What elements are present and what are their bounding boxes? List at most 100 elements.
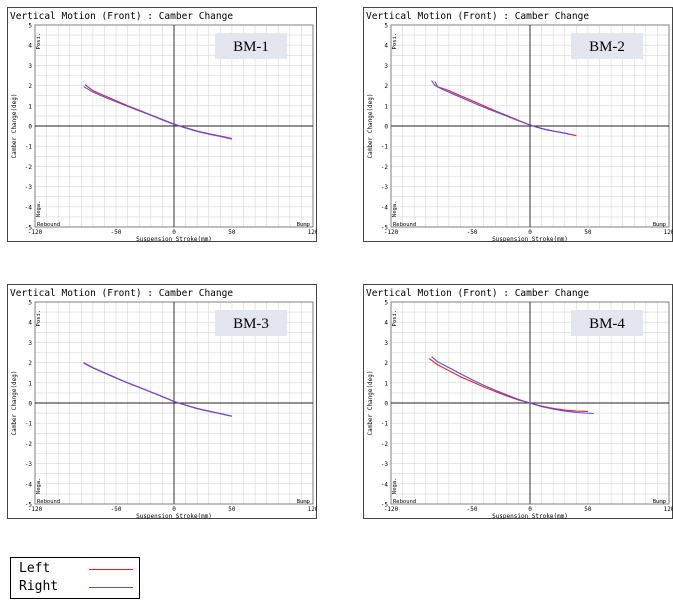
y-tick-label: -3 xyxy=(381,184,389,191)
x-tick-label: 120 xyxy=(664,229,673,236)
y-tick-label: -4 xyxy=(381,204,389,211)
chart-svg-3: Vertical Motion (Front) : Camber Change5… xyxy=(7,284,317,519)
annotation-bump: Bump xyxy=(297,222,310,228)
y-tick-label: 4 xyxy=(384,320,388,327)
badge-box xyxy=(571,310,643,336)
y-tick-label: -2 xyxy=(381,441,389,448)
y-tick-label: -5 xyxy=(381,502,389,509)
y-tick-label: 0 xyxy=(384,401,388,408)
annotation-rebound: Rebound xyxy=(37,222,60,228)
y-tick-label: 3 xyxy=(28,63,32,70)
y-tick-label: 5 xyxy=(384,23,388,30)
y-axis-label: Camber Change(deg) xyxy=(367,93,374,158)
chart-panel-3: Vertical Motion (Front) : Camber Change 5… xyxy=(7,284,317,519)
x-tick-label: 0 xyxy=(172,229,176,236)
chart-legend: Left Right xyxy=(10,557,140,599)
x-tick-label: 120 xyxy=(664,506,673,513)
x-tick-label: 0 xyxy=(172,506,176,513)
x-tick-label: 50 xyxy=(228,506,236,513)
annotation-bump: Bump xyxy=(297,499,310,505)
x-tick-label: -120 xyxy=(28,506,43,513)
y-tick-label: 2 xyxy=(384,360,388,367)
y-tick-label: -2 xyxy=(25,441,33,448)
y-tick-label: -3 xyxy=(25,184,33,191)
y-tick-label: -1 xyxy=(25,421,33,428)
y-axis-label: Camber Change(deg) xyxy=(11,93,18,158)
x-axis-label: Suspension Stroke(mm) xyxy=(136,513,212,519)
series-line-right xyxy=(431,356,594,415)
y-axis-label: Camber Change(deg) xyxy=(367,370,374,435)
y-tick-label: 3 xyxy=(384,340,388,347)
y-tick-label: -2 xyxy=(25,164,33,171)
y-tick-label: -4 xyxy=(381,481,389,488)
chart-title: Vertical Motion (Front) : Camber Change xyxy=(10,288,233,299)
annotation-bump: Bump xyxy=(653,499,666,505)
y-tick-label: 0 xyxy=(384,124,388,131)
x-axis-label: Suspension Stroke(mm) xyxy=(492,513,568,519)
annotation-bump: Bump xyxy=(653,222,666,228)
legend-label-left: Left xyxy=(19,561,51,576)
x-tick-label: 50 xyxy=(584,506,592,513)
series-line-right xyxy=(83,86,233,140)
annotation-posi: Posi. xyxy=(36,310,42,327)
chart-svg-2: Vertical Motion (Front) : Camber Change5… xyxy=(363,7,673,242)
x-tick-label: -50 xyxy=(467,506,478,513)
x-tick-label: -120 xyxy=(384,229,399,236)
badge-label: BM-2 xyxy=(589,39,625,55)
annotation-rebound: Rebound xyxy=(37,499,60,505)
y-tick-label: -4 xyxy=(25,481,33,488)
y-tick-label: 4 xyxy=(384,43,388,50)
annotation-posi: Posi. xyxy=(392,33,398,50)
chart-svg-1: Vertical Motion (Front) : Camber Change5… xyxy=(7,7,317,242)
y-tick-label: 5 xyxy=(384,300,388,307)
y-tick-label: 0 xyxy=(28,401,32,408)
chart-title: Vertical Motion (Front) : Camber Change xyxy=(366,11,589,22)
y-tick-label: 3 xyxy=(28,340,32,347)
badge-box xyxy=(215,310,287,336)
chart-panel-4: Vertical Motion (Front) : Camber Change 5… xyxy=(363,284,673,519)
y-tick-label: -1 xyxy=(381,144,389,151)
x-axis-label: Suspension Stroke(mm) xyxy=(492,236,568,242)
annotation-nega: Nega. xyxy=(392,478,398,495)
y-tick-label: -1 xyxy=(25,144,33,151)
badge-label: BM-4 xyxy=(589,316,625,332)
x-tick-label: -50 xyxy=(111,229,122,236)
y-tick-label: -5 xyxy=(25,502,33,509)
chart-panel-1: Vertical Motion (Front) : Camber Change 5… xyxy=(7,7,317,242)
y-tick-label: -2 xyxy=(381,164,389,171)
y-tick-label: 1 xyxy=(28,380,32,387)
annotation-posi: Posi. xyxy=(392,310,398,327)
y-tick-label: -3 xyxy=(25,461,33,468)
x-tick-label: 120 xyxy=(308,506,317,513)
annotation-nega: Nega. xyxy=(36,201,42,218)
y-tick-label: -1 xyxy=(381,421,389,428)
legend-line-left xyxy=(89,569,133,570)
x-tick-label: -50 xyxy=(467,229,478,236)
x-tick-label: -120 xyxy=(384,506,399,513)
legend-line-right xyxy=(89,587,133,588)
y-tick-label: 1 xyxy=(384,380,388,387)
series-line-right xyxy=(431,80,571,136)
x-tick-label: 0 xyxy=(528,506,532,513)
y-tick-label: 2 xyxy=(28,360,32,367)
y-tick-label: 5 xyxy=(28,300,32,307)
y-axis-label: Camber Change(deg) xyxy=(11,370,18,435)
chart-panel-2: Vertical Motion (Front) : Camber Change 5… xyxy=(363,7,673,242)
y-tick-label: 5 xyxy=(28,23,32,30)
x-tick-label: -50 xyxy=(111,506,122,513)
x-tick-label: -120 xyxy=(28,229,43,236)
y-tick-label: 3 xyxy=(384,63,388,70)
series-line-right xyxy=(83,362,233,417)
y-tick-label: 2 xyxy=(384,83,388,90)
x-tick-label: 120 xyxy=(308,229,317,236)
y-tick-label: 0 xyxy=(28,124,32,131)
x-tick-label: 0 xyxy=(528,229,532,236)
annotation-nega: Nega. xyxy=(36,478,42,495)
y-tick-label: -5 xyxy=(25,225,33,232)
x-axis-label: Suspension Stroke(mm) xyxy=(136,236,212,242)
chart-title: Vertical Motion (Front) : Camber Change xyxy=(366,288,589,299)
chart-title: Vertical Motion (Front) : Camber Change xyxy=(10,11,233,22)
x-tick-label: 50 xyxy=(584,229,592,236)
y-tick-label: -3 xyxy=(381,461,389,468)
y-tick-label: 1 xyxy=(384,103,388,110)
